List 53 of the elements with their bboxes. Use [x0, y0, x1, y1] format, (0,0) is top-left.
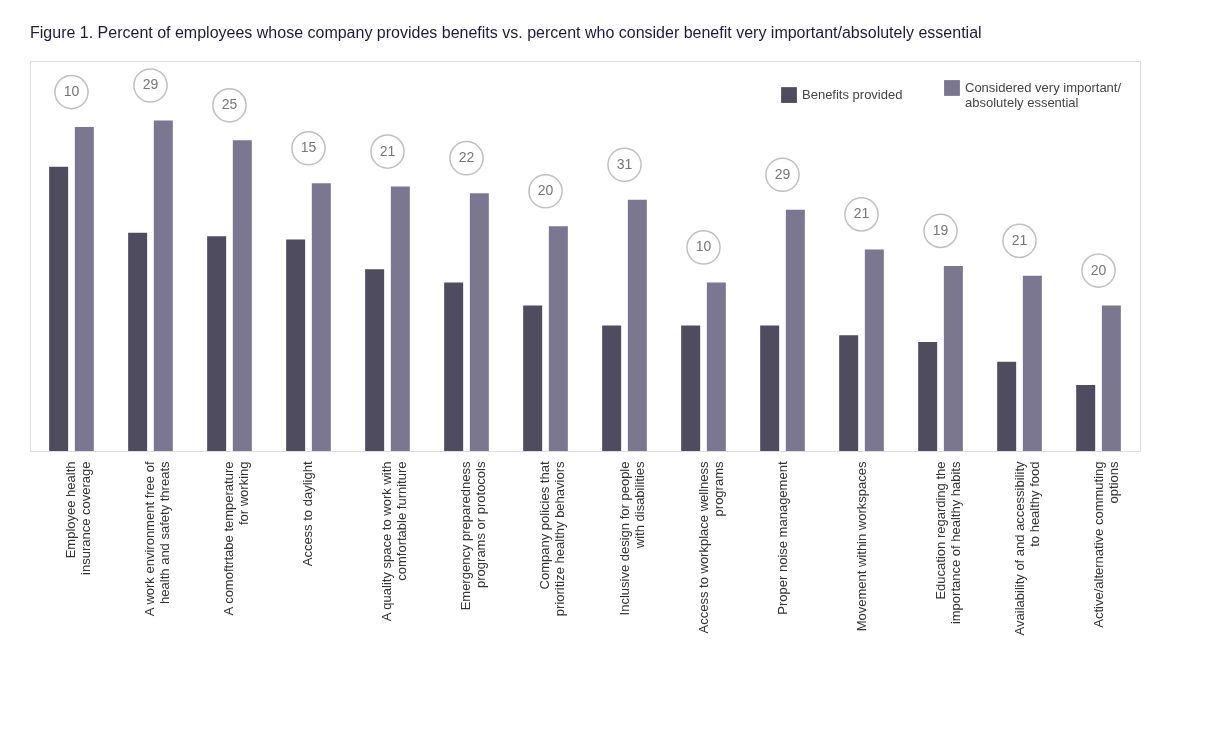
legend-label: Considered very important/ absolutely essential	[965, 80, 1122, 110]
bar	[232, 140, 252, 451]
bar	[785, 209, 805, 451]
bar	[74, 127, 94, 451]
annotation: 29	[774, 165, 791, 182]
bar	[681, 325, 701, 451]
annotation: 10	[63, 83, 80, 100]
bar	[390, 186, 410, 451]
bar	[444, 282, 464, 451]
annotation: 19	[932, 221, 949, 238]
x-tick-label: Employee health insurance coverage	[63, 461, 94, 575]
bar	[602, 325, 622, 451]
bar	[286, 239, 306, 451]
chart-title: Figure 1. Percent of employees whose company provides benefits vs. percent who consider benefit very important/absolutely essential	[30, 24, 982, 41]
x-tick-label: Access to workplace wellness programs	[695, 461, 726, 634]
annotation: 21	[379, 142, 396, 159]
annotation: 25	[221, 96, 238, 113]
annotation: 22	[458, 149, 475, 166]
bar	[365, 269, 385, 451]
bar	[523, 305, 543, 451]
annotation: 10	[695, 238, 712, 255]
annotation: 29	[142, 76, 159, 93]
bar	[548, 226, 568, 451]
annotation: 31	[616, 155, 633, 172]
x-tick-label: A quality space to work with comfortable furniture	[379, 461, 410, 622]
annotation: 20	[1090, 261, 1107, 278]
annotation: 15	[300, 139, 317, 156]
bar	[839, 335, 859, 451]
bar	[943, 265, 963, 451]
bar	[311, 183, 331, 451]
bar	[1022, 275, 1042, 451]
x-tick-label: Movement within workspaces	[853, 461, 869, 632]
bar	[760, 325, 780, 451]
bar	[207, 236, 227, 451]
annotation: 21	[853, 205, 870, 222]
bar	[706, 282, 726, 451]
x-tick-label: Access to daylight	[300, 461, 316, 567]
annotation: 20	[537, 182, 554, 199]
bar	[153, 120, 173, 451]
bar	[469, 193, 489, 451]
bar	[1076, 384, 1096, 451]
bar	[864, 249, 884, 451]
annotation: 21	[1011, 231, 1028, 248]
bar	[997, 361, 1017, 451]
x-tick-label: Active/alternative commuting options	[1090, 461, 1121, 628]
bar	[49, 166, 69, 451]
bar	[918, 341, 938, 451]
bar	[627, 199, 647, 451]
bar	[128, 232, 148, 451]
bar	[1101, 305, 1121, 451]
legend-label: Benefits provided	[802, 87, 903, 103]
x-tick-label: Education regarding the importance of healthy habits	[932, 461, 963, 625]
x-tick-label: Proper noise management	[774, 461, 790, 615]
